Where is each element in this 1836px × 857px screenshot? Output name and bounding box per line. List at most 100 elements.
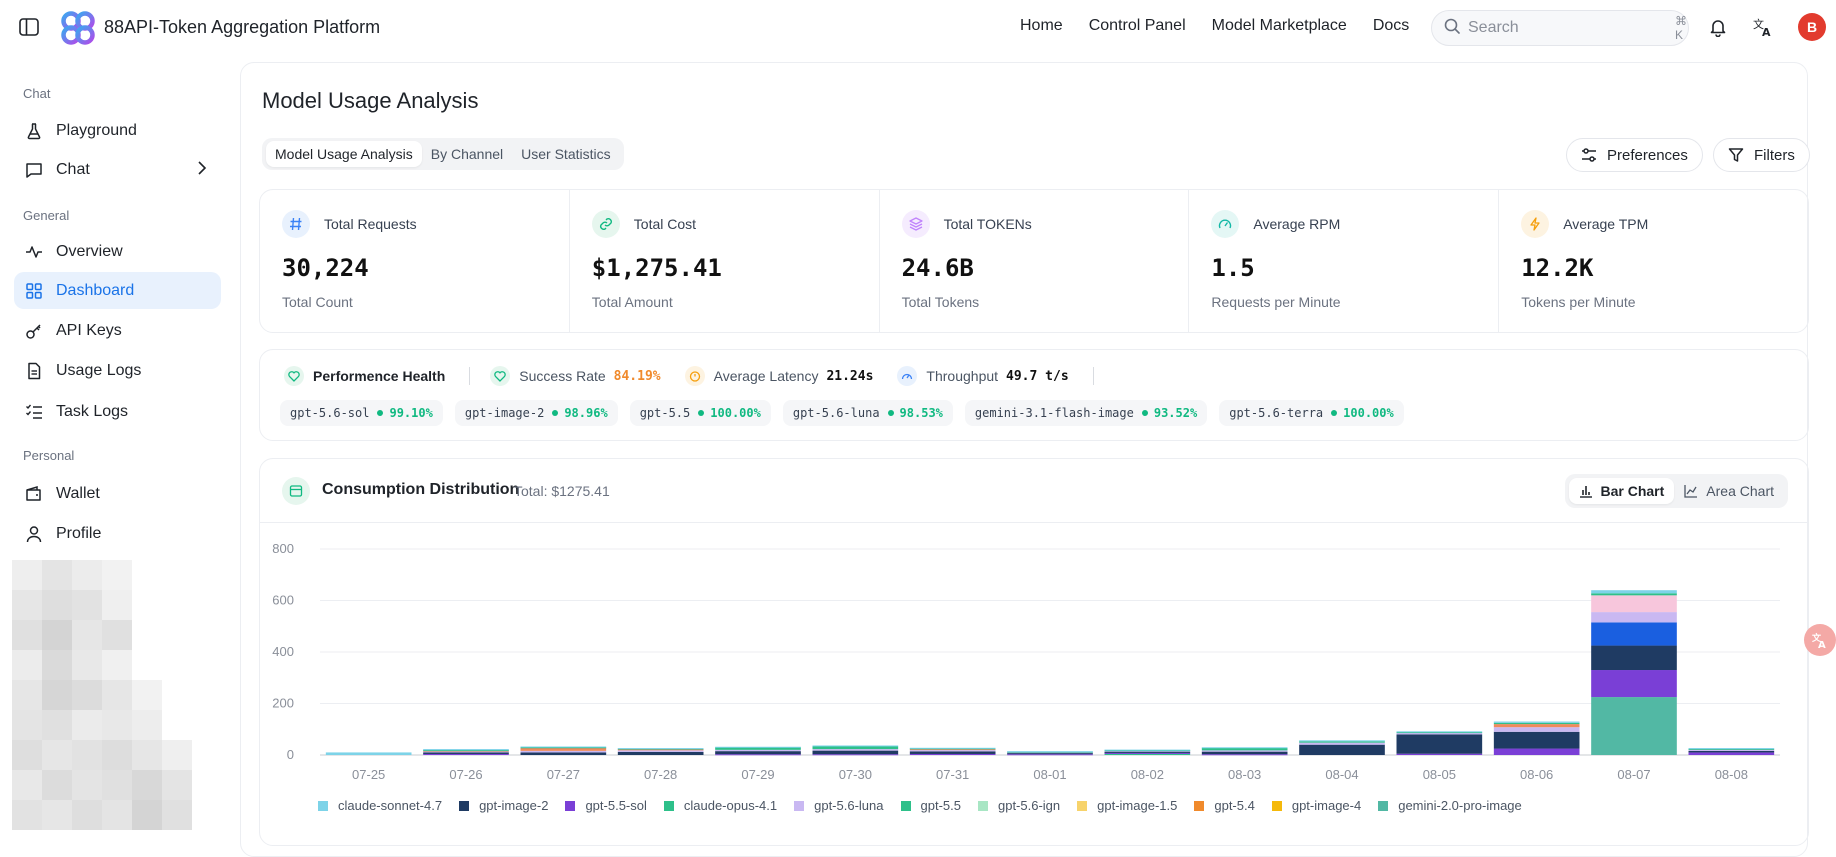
legend-item[interactable]: gpt-5.4 — [1194, 798, 1255, 813]
bar-segment — [1591, 590, 1677, 594]
bar-segment — [1299, 741, 1385, 743]
sidebar-item-overview[interactable]: Overview — [14, 233, 221, 270]
x-tick-label: 08-01 — [1033, 767, 1066, 782]
avatar[interactable]: B — [1798, 13, 1826, 41]
bar-segment — [909, 748, 996, 750]
x-tick-label: 08-08 — [1715, 767, 1748, 782]
bar-segment — [1493, 727, 1580, 732]
stat-total-cost: Total Cost $1,275.41 Total Amount — [570, 190, 880, 332]
search-shortcut: ⌘ K — [1675, 14, 1687, 42]
app-logo[interactable] — [60, 10, 96, 46]
model-chip[interactable]: gpt-5.6-terra 100.00% — [1219, 400, 1404, 426]
legend-swatch — [459, 800, 470, 811]
tab-user-statistics[interactable]: User Statistics — [521, 146, 611, 162]
tab-model-usage-analysis[interactable]: Model Usage Analysis — [266, 141, 422, 167]
bar-segment — [909, 747, 996, 749]
bar-segment — [423, 751, 509, 753]
sidebar-item-label: Wallet — [56, 484, 100, 502]
bell-icon[interactable] — [1704, 13, 1732, 41]
tab-by-channel[interactable]: By Channel — [430, 146, 504, 162]
legend-item[interactable]: claude-sonnet-4.7 — [318, 798, 442, 813]
search-box[interactable]: ⌘ K — [1431, 10, 1689, 46]
model-chip[interactable]: gpt-5.6-sol 99.10% — [280, 400, 443, 426]
nav-model-marketplace[interactable]: Model Marketplace — [1211, 17, 1347, 34]
sidebar-item-wallet[interactable]: Wallet — [14, 475, 221, 512]
key-icon — [24, 321, 44, 341]
x-tick-label: 08-03 — [1228, 767, 1261, 782]
sidebar-item-label: Profile — [56, 524, 102, 542]
status-dot — [887, 410, 894, 416]
bar-chart-icon — [1579, 486, 1592, 498]
sidebar-item-playground[interactable]: Playground — [14, 112, 221, 149]
y-tick-label: 400 — [272, 644, 294, 659]
top-bar: 88API-Token Aggregation Platform Home Co… — [0, 0, 1836, 56]
area-chart-button[interactable]: Area Chart — [1674, 478, 1784, 504]
sidebar-item-api-keys[interactable]: API Keys — [14, 312, 221, 349]
success-rate-label: Success Rate — [519, 368, 606, 384]
bar-segment — [1104, 753, 1191, 755]
legend-item[interactable]: gemini-2.0-pro-image — [1378, 798, 1522, 813]
sidebar-item-label: Dashboard — [56, 281, 135, 299]
stat-sub: Total Amount — [591, 294, 673, 310]
nav-docs[interactable]: Docs — [1372, 17, 1410, 34]
legend-item[interactable]: gpt-5.5-sol — [565, 798, 647, 813]
legend-item[interactable]: gpt-image-2 — [459, 798, 548, 813]
success-rate-value: 84.19% — [613, 368, 661, 384]
nav-home[interactable]: Home — [1020, 17, 1063, 34]
legend-item[interactable]: gpt-image-4 — [1271, 798, 1361, 813]
bar-segment — [1493, 721, 1580, 723]
model-chip[interactable]: gpt-5.6-luna 98.53% — [782, 400, 953, 426]
nav-control-panel[interactable]: Control Panel — [1088, 17, 1186, 34]
y-tick-label: 600 — [272, 593, 294, 608]
sidebar-item-profile[interactable]: Profile — [14, 515, 221, 552]
x-tick-label: 07-25 — [352, 767, 385, 782]
legend-label: gpt-image-1.5 — [1097, 798, 1178, 813]
legend-item[interactable]: claude-opus-4.1 — [663, 798, 777, 813]
stat-total-requests: Total Requests 30,224 Total Count — [260, 190, 570, 332]
bar-segment — [520, 752, 607, 755]
sidebar-item-task-logs[interactable]: Task Logs — [14, 393, 221, 430]
legend-swatch — [900, 800, 911, 811]
stacked-bar-chart: 0 200 400 600 800 07-25 07-26 07-27 07-28 07-29 07… — [272, 541, 1780, 782]
sidebar-item-dashboard[interactable]: Dashboard — [14, 272, 221, 309]
sidebar-item-usage-logs[interactable]: Usage Logs — [14, 352, 221, 389]
throughput-label: Throughput — [926, 368, 999, 384]
divider — [1092, 367, 1094, 385]
bar-segment — [1201, 751, 1288, 755]
chevron-right-icon[interactable] — [197, 161, 207, 180]
success-rate-metric: Success Rate 84.19% — [490, 366, 661, 386]
status-dot — [377, 410, 384, 416]
status-dot — [1141, 410, 1148, 416]
legend-item[interactable]: gpt-5.6-luna — [794, 798, 884, 813]
bar-segment — [909, 750, 996, 752]
x-tick-label: 07-31 — [936, 767, 969, 782]
bar-segment — [715, 749, 801, 752]
status-dot — [1331, 410, 1338, 416]
bar-segment — [617, 748, 704, 750]
model-chip[interactable]: gpt-image-2 98.96% — [454, 400, 618, 426]
model-chip[interactable]: gemini-3.1-flash-image 93.52% — [964, 400, 1208, 426]
legend-label: gpt-image-2 — [479, 798, 549, 813]
stat-value: 30,224 — [282, 254, 369, 282]
y-tick-label: 0 — [287, 747, 294, 762]
preferences-button[interactable]: Preferences — [1566, 138, 1703, 172]
bar-segment — [1493, 722, 1580, 725]
legend-item[interactable]: gpt-image-1.5 — [1077, 798, 1177, 813]
model-chip[interactable]: gpt-5.5 100.00% — [629, 400, 771, 426]
model-chip-name: gpt-5.6-terra — [1229, 406, 1324, 420]
stat-label: Total Cost — [633, 216, 697, 232]
search-input[interactable] — [1468, 19, 1675, 37]
bar-segment — [1104, 750, 1191, 752]
heart-shield-icon — [284, 366, 304, 386]
sidebar-toggle-icon[interactable] — [19, 18, 41, 38]
filters-button[interactable]: Filters — [1713, 138, 1810, 172]
search-icon — [1444, 18, 1460, 39]
legend-item[interactable]: gpt-5.5 — [900, 798, 961, 813]
legend-item[interactable]: gpt-5.6-ign — [977, 798, 1060, 813]
document-icon — [24, 361, 44, 381]
bar-chart-button[interactable]: Bar Chart — [1568, 478, 1675, 504]
sidebar-item-label: Usage Logs — [56, 361, 142, 379]
sidebar-item-chat[interactable]: Chat — [14, 151, 221, 188]
